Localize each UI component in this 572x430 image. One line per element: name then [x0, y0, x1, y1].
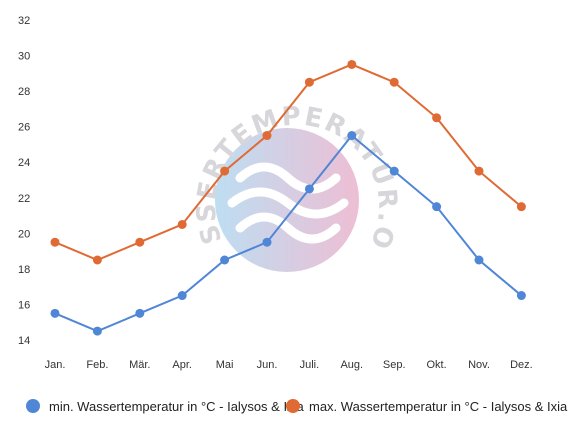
data-point	[347, 59, 357, 69]
watermark-wave-3	[235, 212, 341, 244]
legend-item-2[interactable]: max. Wassertemperatur in °C - Ialysos & …	[286, 399, 568, 414]
data-point	[50, 308, 60, 318]
series-line	[54, 134, 523, 333]
series-1	[50, 131, 526, 336]
legend-label: min. Wassertemperatur in °C - Ialysos & …	[49, 399, 304, 414]
data-point	[474, 166, 484, 176]
data-point	[432, 202, 442, 212]
y-tick-label: 30	[18, 51, 30, 63]
x-tick-label: Aug.	[340, 359, 363, 371]
data-point	[262, 237, 272, 247]
data-point	[177, 291, 187, 301]
data-point	[92, 326, 102, 336]
y-tick-label: 28	[18, 86, 30, 98]
data-point	[262, 131, 272, 141]
y-tick-label: 22	[18, 193, 30, 205]
y-tick-label: 24	[18, 157, 30, 169]
y-tick-label: 16	[18, 299, 30, 311]
data-point	[389, 166, 399, 176]
legend-label: max. Wassertemperatur in °C - Ialysos & …	[309, 399, 568, 414]
data-point	[220, 255, 230, 265]
y-tick-label: 26	[18, 122, 30, 134]
x-tick-label: Juli.	[300, 359, 320, 371]
watermark-wave-1	[235, 162, 341, 194]
x-axis: Jan. Feb. Mär. Apr. Mai Jun. Juli. Aug. Sep. Okt.…	[45, 359, 533, 371]
x-tick-label: Dez.	[510, 359, 533, 371]
data-point	[347, 131, 357, 141]
data-point	[516, 291, 526, 301]
watermark-logo: WASSERTEMPERATUR.ORG	[0, 0, 401, 272]
series-layer	[50, 59, 526, 336]
legend-marker	[286, 399, 300, 413]
data-point	[135, 237, 145, 247]
series-2	[50, 59, 526, 265]
data-point	[304, 184, 314, 194]
data-point	[389, 77, 399, 87]
data-point	[516, 202, 526, 212]
data-point	[92, 255, 102, 265]
data-point	[474, 255, 484, 265]
data-point	[304, 77, 314, 87]
data-point	[177, 219, 187, 229]
y-axis: 14 16 18 20 22 24 26 28 30 32	[18, 15, 30, 347]
data-point	[135, 308, 145, 318]
x-tick-label: Okt.	[427, 359, 447, 371]
y-tick-label: 32	[18, 15, 30, 27]
watermark-wave-2	[227, 187, 349, 219]
x-tick-label: Mär.	[129, 359, 150, 371]
x-tick-label: Feb.	[86, 359, 108, 371]
y-tick-label: 14	[18, 335, 30, 347]
y-tick-label: 18	[18, 264, 30, 276]
data-point	[50, 237, 60, 247]
legend: min. Wassertemperatur in °C - Ialysos & …	[26, 399, 568, 414]
legend-marker	[26, 399, 40, 413]
x-tick-label: Mai	[216, 359, 234, 371]
data-point	[432, 113, 442, 123]
legend-item-1[interactable]: min. Wassertemperatur in °C - Ialysos & …	[26, 399, 304, 414]
y-tick-label: 20	[18, 228, 30, 240]
x-tick-label: Apr.	[172, 359, 192, 371]
x-tick-label: Nov.	[468, 359, 490, 371]
x-tick-label: Jun.	[257, 359, 278, 371]
data-point	[220, 166, 230, 176]
series-line	[54, 63, 523, 262]
x-tick-label: Sep.	[383, 359, 406, 371]
x-tick-label: Jan.	[45, 359, 66, 371]
